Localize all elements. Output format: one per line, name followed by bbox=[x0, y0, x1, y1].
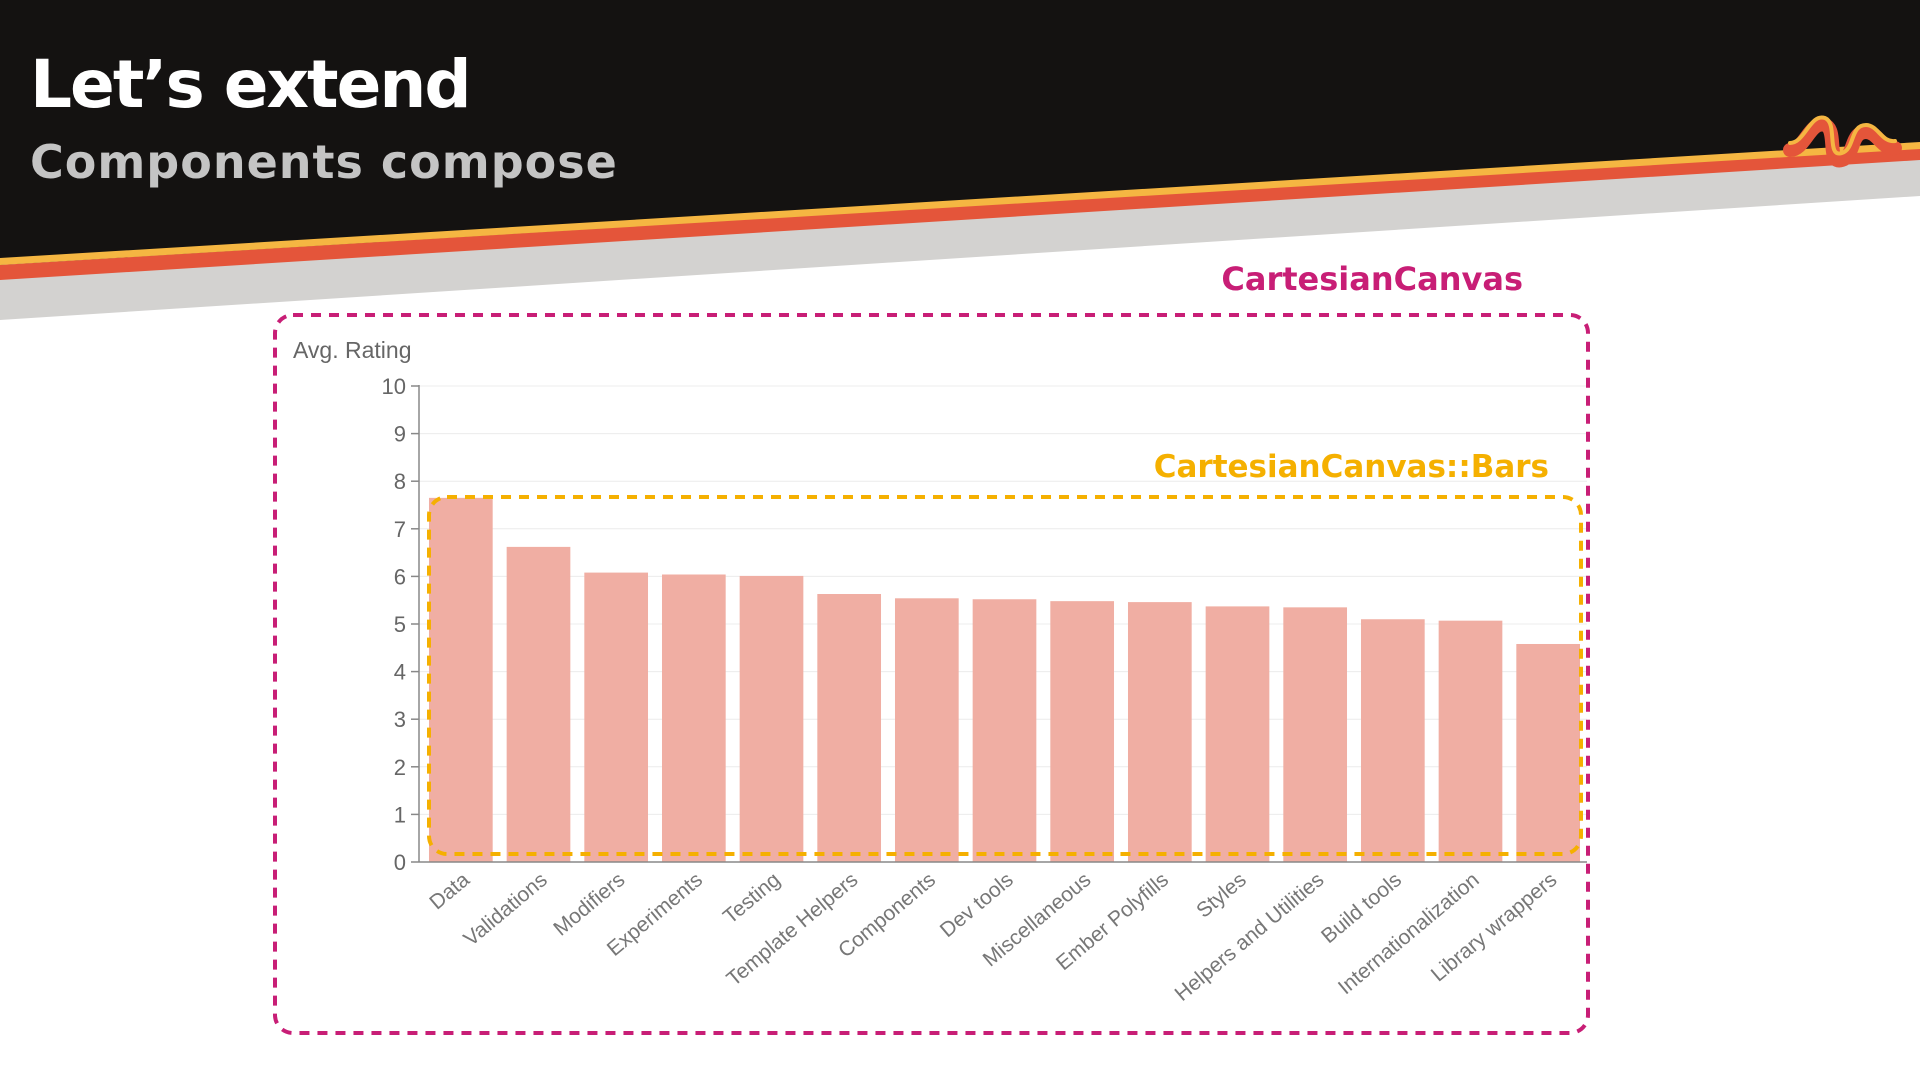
bar bbox=[1283, 607, 1348, 862]
bar bbox=[739, 575, 804, 862]
x-tick-label: Validations bbox=[459, 868, 551, 951]
y-tick-label: 5 bbox=[394, 612, 406, 637]
bar bbox=[661, 574, 726, 862]
bar bbox=[1050, 601, 1115, 862]
squiggle-highlight bbox=[1788, 115, 1897, 156]
y-ticks: 0 1 2 3 4 5 6 7 8 9 10 bbox=[382, 374, 419, 875]
bar bbox=[1360, 619, 1425, 862]
slide-title: Let’s extend bbox=[30, 46, 472, 123]
bar bbox=[817, 594, 882, 862]
y-tick-label: 10 bbox=[382, 374, 406, 399]
y-tick-label: 4 bbox=[394, 660, 406, 685]
x-tick-label: Data bbox=[425, 868, 474, 914]
y-tick-label: 9 bbox=[394, 422, 406, 447]
x-tick-label: Helpers and Utilities bbox=[1171, 868, 1329, 1006]
bar bbox=[894, 598, 959, 862]
header-red-stripe bbox=[0, 148, 1920, 280]
squiggle-icon bbox=[1783, 117, 1902, 168]
bars bbox=[428, 497, 1581, 862]
x-tick-label: Testing bbox=[719, 868, 785, 928]
y-axis-label: Avg. Rating bbox=[293, 337, 411, 363]
cartesian-canvas-label: CartesianCanvas bbox=[1221, 260, 1523, 298]
y-tick-label: 0 bbox=[394, 850, 406, 875]
y-tick-label: 6 bbox=[394, 564, 406, 589]
bar bbox=[1127, 602, 1192, 862]
y-tick-label: 3 bbox=[394, 707, 406, 732]
y-tick-label: 2 bbox=[394, 755, 406, 780]
y-tick-label: 7 bbox=[394, 517, 406, 542]
y-tick-label: 1 bbox=[394, 802, 406, 827]
x-tick-label: Modifiers bbox=[549, 868, 629, 940]
x-tick-label: Template Helpers bbox=[722, 868, 862, 991]
bar bbox=[584, 572, 649, 862]
bar bbox=[1516, 643, 1581, 862]
bars-component-outline bbox=[427, 495, 1583, 856]
x-tick-label: Styles bbox=[1192, 868, 1251, 922]
y-tick-label: 8 bbox=[394, 469, 406, 494]
header-gray-stripe bbox=[0, 156, 1920, 320]
bar bbox=[506, 546, 571, 862]
bar bbox=[1205, 606, 1270, 862]
bars-component-label: CartesianCanvas::Bars bbox=[1153, 449, 1549, 485]
bar bbox=[1438, 620, 1503, 862]
cartesian-canvas-outline bbox=[273, 313, 1590, 1035]
header-yellow-stripe bbox=[0, 142, 1920, 265]
slide-subtitle: Components compose bbox=[30, 135, 618, 189]
bar bbox=[428, 497, 493, 862]
header-dark-band bbox=[0, 0, 1920, 265]
bar bbox=[972, 599, 1037, 862]
x-tick-label: Internationalization bbox=[1334, 868, 1484, 999]
